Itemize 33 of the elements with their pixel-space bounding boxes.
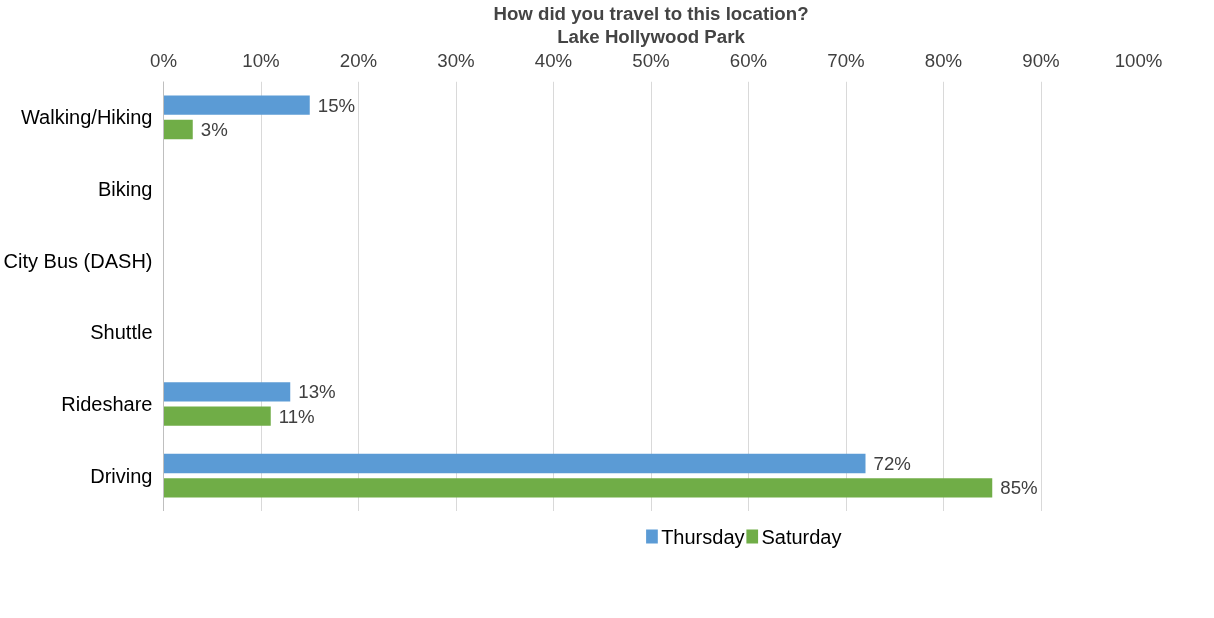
bar: [163, 119, 193, 140]
data-label: 3%: [200, 119, 228, 141]
x-tick-label: 90%: [1022, 49, 1060, 71]
x-tick-label: 100%: [1114, 49, 1163, 71]
x-tick-label: 40%: [534, 49, 573, 71]
data-label: 13%: [298, 381, 336, 403]
y-tick-label: City Bus (DASH): [3, 249, 153, 272]
data-label: 15%: [317, 94, 356, 116]
y-tick-label: Shuttle: [90, 321, 153, 344]
x-tick-label: 20%: [339, 49, 378, 71]
data-label: 72%: [873, 452, 911, 474]
x-tick-label: 70%: [827, 49, 865, 71]
bar: [163, 453, 866, 474]
x-tick-label: 60%: [729, 49, 768, 71]
bar: [163, 478, 993, 498]
y-tick-label: Walking/Hiking: [20, 106, 153, 129]
data-label: 85%: [1000, 477, 1038, 499]
y-tick-label: Biking: [98, 178, 153, 200]
x-tick-label: 80%: [924, 49, 963, 71]
y-tick-label: Rideshare: [61, 393, 153, 415]
x-tick-label: 10%: [242, 49, 280, 71]
bar: [163, 382, 291, 402]
legend-label: Saturday: [761, 525, 842, 548]
bar: [163, 406, 271, 426]
chart-title: How did you travel to this location?: [493, 2, 809, 24]
y-tick-label: Driving: [90, 464, 153, 487]
x-tick-label: 30%: [437, 49, 475, 71]
legend-label: Thursday: [661, 525, 745, 548]
x-tick-label: 50%: [632, 49, 670, 71]
data-label: 11%: [278, 405, 315, 427]
chart-subtitle: Lake Hollywood Park: [557, 25, 746, 47]
bar: [163, 95, 310, 115]
x-tick-label: 0%: [150, 49, 177, 71]
